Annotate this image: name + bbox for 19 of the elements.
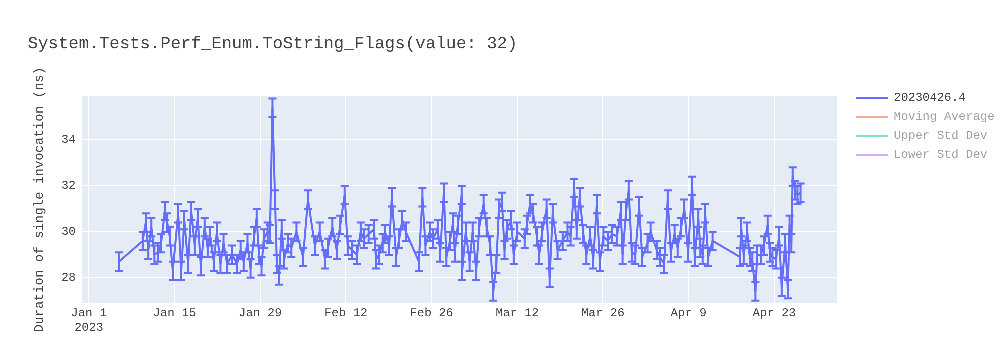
- legend-label: 20230426.4: [894, 90, 966, 104]
- x-tick-label: Jan 29: [238, 306, 282, 321]
- y-axis-title: Duration of single invocation (ns): [32, 67, 48, 332]
- x-tick-label: Apr 9: [670, 306, 707, 321]
- y-tick-label: 34: [62, 133, 76, 148]
- y-tick-label: 32: [62, 179, 76, 194]
- y-tick-label: 30: [62, 225, 76, 240]
- x-tick-label: Feb 26: [410, 306, 454, 321]
- x-tick-label: Mar 26: [582, 306, 625, 321]
- y-tick-label: 28: [62, 271, 76, 286]
- x-tick-label: Apr 23: [752, 306, 796, 321]
- legend-label: Upper Std Dev: [894, 128, 988, 142]
- x-tick-label: Jan 1 2023: [71, 306, 108, 335]
- x-tick-label: Mar 12: [496, 306, 540, 321]
- legend-label: Moving Average: [894, 110, 995, 124]
- x-tick-label: Jan 15: [153, 306, 196, 321]
- chart-title: System.Tests.Perf_Enum.ToString_Flags(value: 32): [28, 36, 518, 55]
- legend-label: Lower Std Dev: [894, 148, 988, 162]
- x-tick-label: Feb 12: [324, 306, 368, 321]
